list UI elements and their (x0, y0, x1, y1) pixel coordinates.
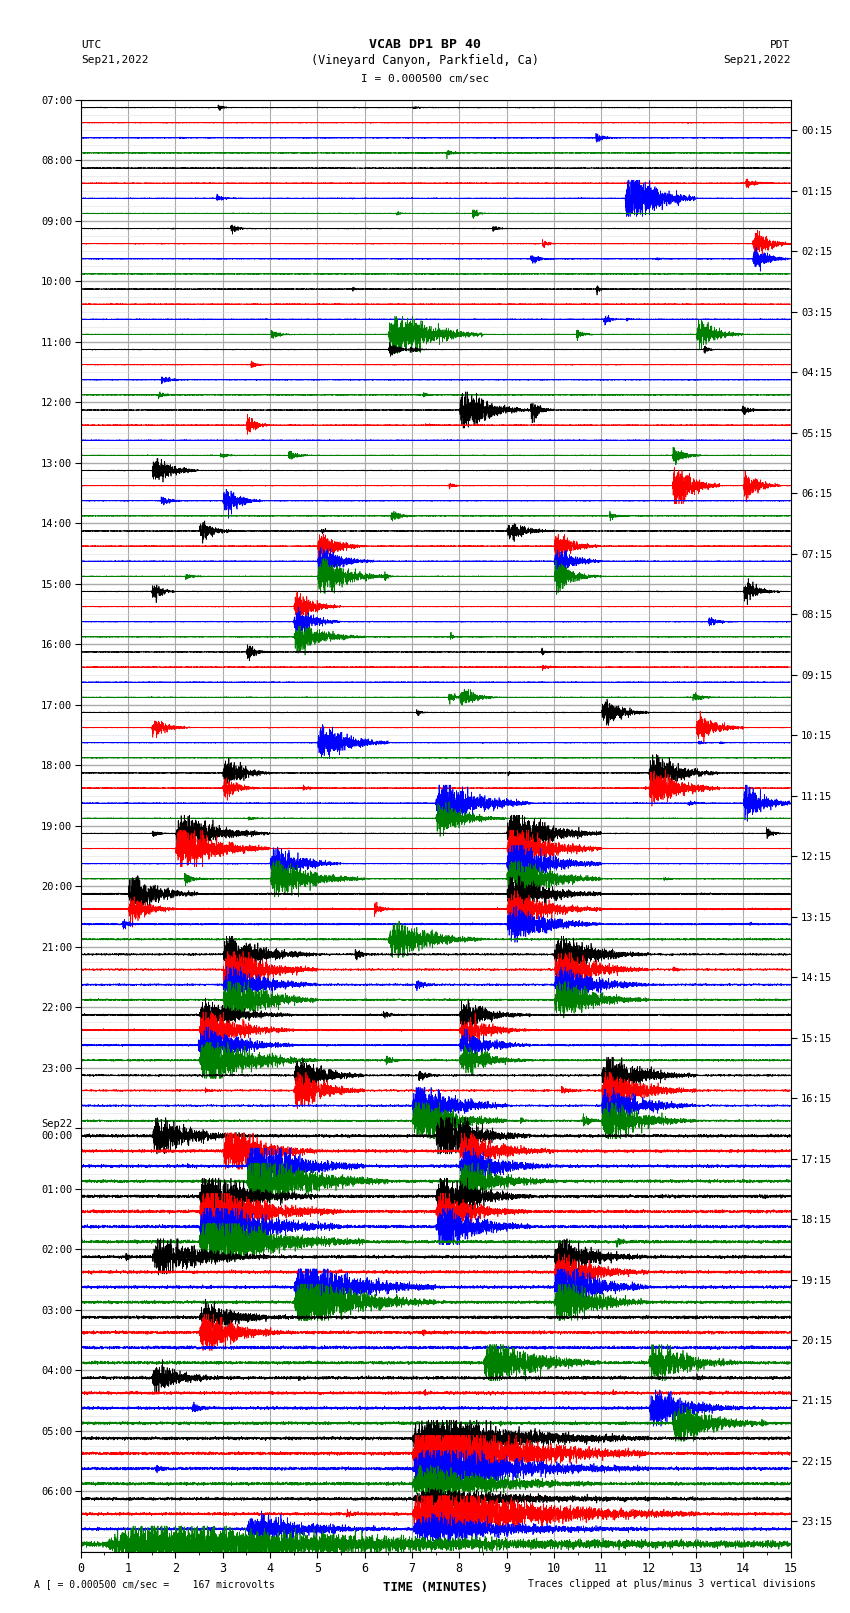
Text: Sep21,2022: Sep21,2022 (81, 55, 148, 65)
Text: VCAB DP1 BP 40: VCAB DP1 BP 40 (369, 37, 481, 52)
Text: A [ = 0.000500 cm/sec =    167 microvolts: A [ = 0.000500 cm/sec = 167 microvolts (34, 1579, 275, 1589)
Text: (Vineyard Canyon, Parkfield, Ca): (Vineyard Canyon, Parkfield, Ca) (311, 53, 539, 68)
Text: I = 0.000500 cm/sec: I = 0.000500 cm/sec (361, 74, 489, 84)
Text: Traces clipped at plus/minus 3 vertical divisions: Traces clipped at plus/minus 3 vertical … (528, 1579, 816, 1589)
Text: PDT: PDT (770, 40, 790, 50)
Text: Sep21,2022: Sep21,2022 (723, 55, 791, 65)
Text: UTC: UTC (81, 40, 101, 50)
X-axis label: TIME (MINUTES): TIME (MINUTES) (383, 1581, 488, 1594)
